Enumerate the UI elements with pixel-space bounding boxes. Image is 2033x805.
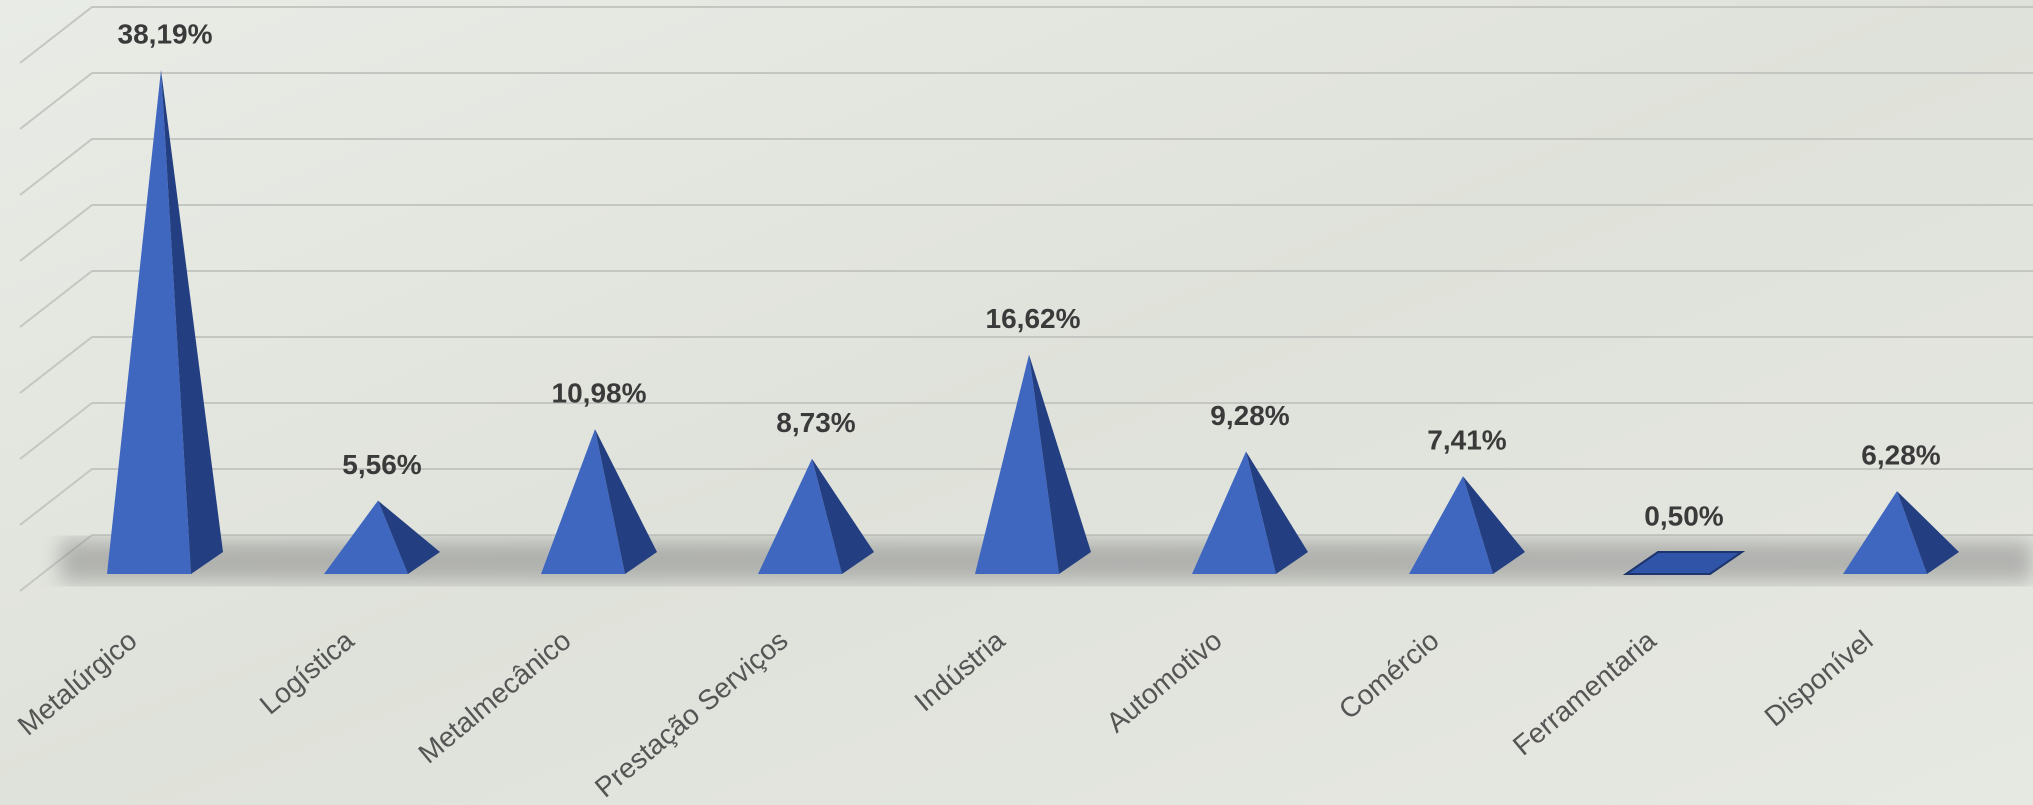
grid-line xyxy=(19,336,2033,394)
pyramid xyxy=(975,354,1091,574)
pyramid xyxy=(541,429,657,574)
pyramid xyxy=(1843,491,1959,574)
pyramid xyxy=(1192,451,1308,574)
value-label: 0,50% xyxy=(1644,500,1723,531)
pyramid xyxy=(758,458,874,574)
value-label: 5,56% xyxy=(342,449,421,480)
pyramid-side-face xyxy=(161,69,223,574)
value-label: 7,41% xyxy=(1427,425,1506,456)
pyramid-side-face xyxy=(1897,491,1959,574)
pyramid-front-face xyxy=(1192,451,1276,574)
pyramid-side-face xyxy=(595,429,657,574)
pyramid xyxy=(107,69,223,574)
pyramid xyxy=(324,500,440,574)
value-label: 16,62% xyxy=(986,303,1081,334)
grid-line xyxy=(19,402,2033,460)
pyramid-side-face xyxy=(1029,354,1091,574)
grid-line xyxy=(19,270,2033,328)
pyramid-front-face xyxy=(975,354,1059,574)
grid-line xyxy=(19,138,2033,196)
pyramid-base xyxy=(1622,551,1746,575)
pyramid-front-face xyxy=(1843,491,1927,574)
pyramid-side-face xyxy=(812,458,874,574)
pyramid-side-face xyxy=(1246,451,1308,574)
value-label: 38,19% xyxy=(118,18,213,49)
pyramid xyxy=(1409,476,1525,574)
grid-line xyxy=(19,534,2033,592)
pyramid xyxy=(1622,551,1746,575)
grid-line xyxy=(19,6,2033,64)
pyramid-front-face xyxy=(324,500,408,574)
pyramid-front-face xyxy=(758,458,842,574)
pyramid-side-face xyxy=(1463,476,1525,574)
grid-line xyxy=(19,72,2033,130)
value-label: 8,73% xyxy=(776,407,855,438)
pyramid-side-face xyxy=(378,500,440,574)
pyramid-front-face xyxy=(541,429,625,574)
pyramid-front-face xyxy=(107,69,191,574)
pyramid-front-face xyxy=(1409,476,1493,574)
value-label: 10,98% xyxy=(552,377,647,408)
value-label: 9,28% xyxy=(1210,400,1289,431)
grid-line xyxy=(19,468,2033,526)
grid-line xyxy=(19,204,2033,262)
value-label: 6,28% xyxy=(1861,439,1940,470)
